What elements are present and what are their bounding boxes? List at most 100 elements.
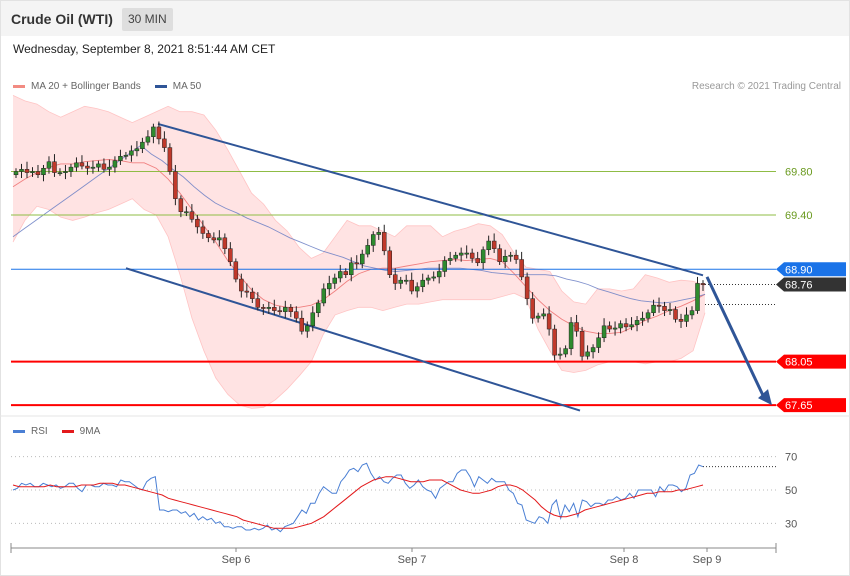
candle-body: [189, 211, 195, 220]
candle-body: [442, 260, 447, 272]
rsi-tick-70: 70: [785, 452, 797, 464]
candle-body: [497, 248, 502, 262]
candle-body: [447, 258, 453, 261]
candle-body: [327, 283, 332, 290]
candle-body: [184, 211, 189, 214]
level-lines-layer: [11, 171, 776, 407]
candle-body: [118, 156, 123, 161]
candle-body: [19, 169, 24, 172]
candle-body: [541, 313, 546, 317]
candle-body: [272, 307, 277, 311]
candle-body: [491, 240, 497, 249]
candle-body: [90, 166, 96, 169]
candle-body: [651, 304, 656, 314]
level-label-69-80: 69.80: [785, 167, 813, 179]
chart-header: Crude Oil (WTI) 30 MIN: [1, 1, 849, 36]
candle-body: [162, 138, 167, 148]
candle-body: [673, 309, 678, 320]
forecast-arrow-head: [758, 389, 772, 406]
candle-body: [123, 154, 129, 157]
candle-body: [596, 337, 601, 348]
candle-body: [30, 171, 35, 173]
candle-body: [354, 262, 360, 265]
candle-body: [13, 171, 19, 176]
legend-swatch-rsi: [13, 430, 25, 433]
candle-body: [585, 351, 590, 357]
candle-body: [79, 162, 85, 167]
time-axis: Sep 6 Sep 7 Sep 8 Sep 9: [10, 543, 777, 566]
candle-body: [283, 307, 288, 312]
level-tag-68-76: [776, 277, 846, 292]
candle-body: [568, 322, 574, 349]
rsi-ma9-line: [12, 476, 704, 529]
candle-body: [376, 232, 381, 235]
candle-body: [684, 314, 689, 322]
candle-body: [57, 172, 63, 175]
level-label-69-40: 69.40: [785, 210, 813, 222]
candle-body: [134, 148, 140, 152]
candle-body: [255, 298, 261, 308]
candle-body: [52, 161, 57, 173]
trend-channel-layer: [125, 122, 772, 412]
level-label-67-65: 67.65: [785, 400, 813, 412]
candle-body: [618, 323, 623, 329]
candle-body: [629, 324, 634, 328]
rsi-tick-30: 30: [785, 518, 797, 530]
candle-body: [392, 274, 398, 284]
candle-body: [145, 136, 151, 143]
candle-body: [277, 310, 283, 313]
candle-body: [173, 171, 178, 199]
rsi-panel: 70 50 30: [11, 452, 797, 533]
candle-body: [68, 166, 74, 172]
level-label-68-76: 68.76: [785, 280, 813, 292]
level-label-68-05: 68.05: [785, 357, 813, 369]
candle-body: [211, 237, 217, 241]
forecast-arrow-shaft: [705, 276, 766, 399]
candle-body: [195, 219, 200, 228]
candle-body: [365, 245, 370, 255]
candle-body: [607, 325, 612, 330]
candle-body: [228, 248, 233, 262]
candle-body: [96, 163, 101, 168]
candle-body: [486, 240, 491, 250]
rsi-tick-50: 50: [785, 485, 797, 497]
candle-body: [634, 320, 640, 325]
candle-body: [349, 262, 354, 275]
candle-body: [316, 302, 321, 314]
bollinger-band-layer: [12, 95, 706, 409]
time-label-sep-6: Sep 6: [222, 554, 251, 566]
candle-body: [288, 307, 294, 312]
level-tag-68-05: [776, 354, 846, 369]
candle-body: [200, 226, 206, 234]
candle-body: [63, 171, 68, 173]
candle-body: [431, 276, 436, 279]
candle-body: [612, 327, 618, 330]
candle-body: [217, 237, 222, 241]
candle-body: [458, 252, 464, 256]
timeframe-badge[interactable]: 30 MIN: [122, 8, 173, 31]
candle-body: [508, 254, 513, 257]
candle-body: [156, 126, 162, 140]
candle-body: [178, 198, 184, 212]
rsi-line: [12, 462, 704, 533]
bollinger-band-area: [13, 95, 705, 409]
candle-body: [535, 315, 541, 319]
candle-body: [129, 150, 134, 156]
legend-swatch-9ma: [61, 430, 74, 433]
candle-body: [414, 286, 420, 292]
candles-layer: [13, 121, 706, 361]
legend-label-rsi: RSI: [31, 426, 48, 437]
candle-body: [398, 279, 403, 284]
candle-body: [261, 307, 266, 309]
candle-body: [370, 234, 376, 246]
candle-body: [359, 253, 365, 265]
instrument-title: Crude Oil (WTI): [11, 11, 113, 27]
candle-body: [689, 310, 695, 316]
legend-label-ma20: MA 20 + Bollinger Bands: [31, 81, 141, 92]
candle-body: [601, 325, 607, 339]
legend-swatch-ma50: [154, 85, 167, 88]
candle-body: [222, 237, 228, 249]
candle-body: [667, 309, 673, 311]
ma20-line: [12, 159, 706, 334]
